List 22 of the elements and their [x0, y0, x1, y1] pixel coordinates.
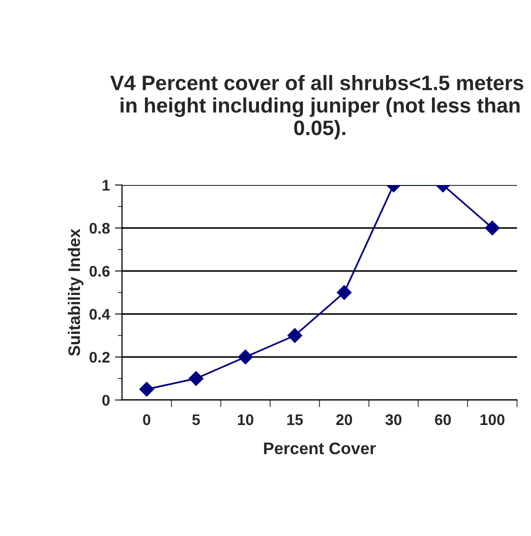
chart-title: V4 Percent cover of all shrubs<1.5 meters in height including juniper (not less than 0.05). [110, 75, 524, 140]
point [238, 350, 253, 364]
x-tick-label: 20 [336, 414, 352, 426]
x-axis-title: Percent Cover [264, 442, 376, 454]
x-tick-label: 5 [192, 414, 200, 426]
x-tick-label: 0 [143, 414, 150, 426]
x-tick-label: 60 [435, 414, 451, 426]
point [188, 371, 204, 386]
x-tick-label: 10 [238, 414, 254, 426]
y-tick-label: 1 [102, 180, 110, 191]
x-tick-label: 100 [480, 414, 504, 426]
x-tick-label: 30 [385, 414, 402, 426]
y-tick-label: 0.8 [90, 222, 110, 234]
point [336, 285, 352, 300]
y-tick-label: 0.6 [90, 266, 110, 277]
y-axis-title: Suitability Index [68, 228, 84, 356]
y-tick-label: 0.2 [90, 352, 110, 363]
y-tick-label: 0.4 [90, 308, 110, 320]
x-tick-label: 15 [287, 414, 303, 426]
point [139, 382, 154, 397]
point [287, 328, 302, 343]
y-tick-label: 0 [102, 394, 110, 406]
